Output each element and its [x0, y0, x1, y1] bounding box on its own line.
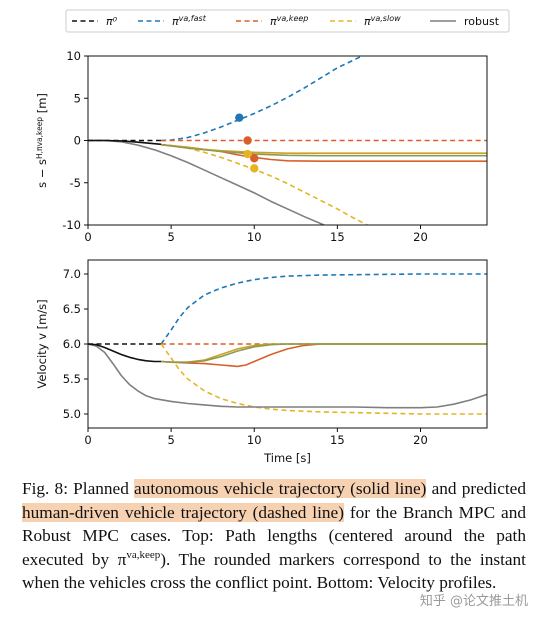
y-tick-label: 7.0: [63, 267, 81, 281]
x-tick-label: 0: [84, 433, 91, 447]
x-tick-label: 5: [167, 230, 174, 244]
velocity-series-4: [88, 343, 487, 409]
x-tick-label: 15: [330, 230, 345, 244]
caption-prefix: Fig. 8: Planned: [22, 479, 135, 498]
x-tick-label: 20: [413, 433, 428, 447]
legend-label-2: πva,keep: [270, 14, 308, 29]
y-tick-label: 5.0: [63, 407, 81, 421]
figure-caption: Fig. 8: Planned autonomous vehicle traje…: [22, 477, 526, 595]
crossing-marker-2: [250, 154, 259, 163]
series-lines: [88, 56, 487, 225]
legend-label-3: πva,slow: [364, 14, 401, 29]
x-axis-label: Time [s]: [263, 451, 311, 465]
velocity-series-6: [161, 343, 487, 368]
velocity-series-5: [88, 343, 162, 363]
caption-mid-2: for the Branch MPC and Robust MPC cases.…: [22, 502, 526, 569]
y-tick-label: 10: [66, 49, 81, 63]
legend: π⁰ πva,fast πva,keep πva,slow robust: [65, 9, 510, 33]
velocity-series-1: [160, 273, 487, 345]
y-axis-label: Velocity v [m/s]: [35, 299, 49, 388]
y-tick-label: 5.5: [63, 372, 81, 386]
crossing-marker-3: [243, 149, 252, 159]
x-tick-label: 15: [330, 433, 345, 447]
y-tick-label: -5: [70, 176, 81, 190]
y-tick-label: 0: [74, 134, 81, 148]
path-series-5: [88, 139, 162, 146]
legend-label-1: πva,fast: [172, 14, 207, 29]
velocity-series-3: [160, 343, 487, 415]
crossing-marker-1: [243, 136, 252, 145]
series-lines: [88, 273, 487, 415]
x-tick-label: 0: [84, 230, 91, 244]
path-series-8: [161, 143, 487, 157]
x-tick-label: 10: [247, 433, 262, 447]
caption-superscript: va,keep: [126, 549, 161, 562]
crossing-marker-4: [250, 164, 259, 173]
x-tick-label: 5: [167, 433, 174, 447]
y-tick-label: 6.0: [63, 337, 81, 351]
figure: π⁰ πva,fast πva,keep πva,slow robust 0 5 10 15 2…: [35, 9, 510, 465]
y-tick-label: -10: [62, 218, 81, 232]
crossing-marker-0: [235, 113, 244, 122]
y-axis-label: s − sH,πva,keep [m]: [35, 93, 50, 188]
legend-box: [65, 9, 510, 33]
legend-label-0: π⁰: [106, 15, 118, 28]
velocity-series-8: [161, 343, 487, 363]
path-length-plot: 0 5 10 15 20 -10 -5 0 5 10 s − sH,πva,keep [m]: [35, 49, 488, 244]
caption-highlight-human: human-driven vehicle trajectory (dashed …: [22, 502, 344, 522]
path-series-4: [88, 139, 325, 225]
legend-label-4: robust: [464, 15, 500, 28]
path-series-3: [161, 143, 370, 225]
path-series-7: [161, 143, 487, 154]
path-series-1: [161, 56, 364, 142]
watermark: 知乎 @论文推土机: [419, 594, 528, 609]
caption-suffix: ). The rounded markers correspond to the…: [22, 549, 526, 593]
caption-highlight-autonomous: autonomous vehicle trajectory (solid lin…: [134, 479, 427, 498]
caption-mid-1: and predicted: [426, 479, 526, 498]
velocity-plot: 0 5 10 15 20 5.0 5.5 6.0 6.5 7.0 Time [s] Velocity …: [35, 259, 488, 465]
y-tick-label: 5: [74, 91, 81, 105]
y-tick-label: 6.5: [63, 302, 81, 316]
x-tick-label: 20: [413, 230, 428, 244]
x-tick-label: 10: [247, 230, 262, 244]
